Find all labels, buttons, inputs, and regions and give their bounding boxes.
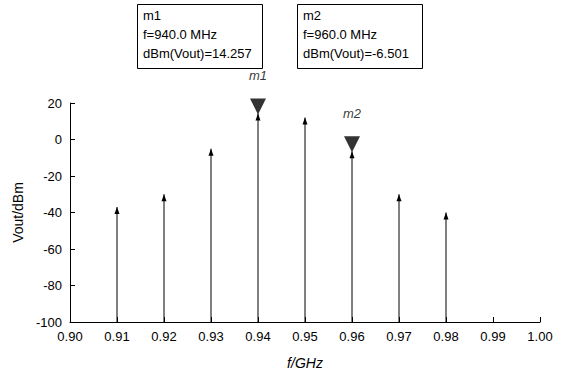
svg-text:0.93: 0.93	[198, 329, 223, 344]
svg-text:1.00: 1.00	[527, 329, 552, 344]
svg-text:-100: -100	[36, 315, 62, 330]
svg-text:0.97: 0.97	[386, 329, 411, 344]
svg-text:-40: -40	[43, 205, 62, 220]
svg-text:-20: -20	[43, 169, 62, 184]
svg-text:0.96: 0.96	[339, 329, 364, 344]
svg-text:0.92: 0.92	[151, 329, 176, 344]
svg-text:0.94: 0.94	[245, 329, 270, 344]
svg-text:0: 0	[55, 132, 62, 147]
svg-text:-60: -60	[43, 242, 62, 257]
svg-text:f=960.0 MHz: f=960.0 MHz	[303, 27, 377, 42]
svg-text:-80: -80	[43, 278, 62, 293]
svg-text:f/GHz: f/GHz	[287, 355, 323, 371]
svg-text:m1: m1	[249, 68, 267, 83]
svg-text:dBm(Vout)=-6.501: dBm(Vout)=-6.501	[303, 46, 409, 61]
svg-text:20: 20	[48, 96, 62, 111]
svg-text:m2: m2	[303, 8, 321, 23]
svg-text:0.91: 0.91	[104, 329, 129, 344]
svg-text:Vout/dBm: Vout/dBm	[10, 182, 26, 243]
svg-text:m1: m1	[143, 8, 161, 23]
svg-text:0.99: 0.99	[480, 329, 505, 344]
svg-text:dBm(Vout)=14.257: dBm(Vout)=14.257	[143, 46, 252, 61]
svg-text:m2: m2	[343, 106, 362, 121]
svg-text:f=940.0 MHz: f=940.0 MHz	[143, 27, 217, 42]
svg-text:0.98: 0.98	[433, 329, 458, 344]
svg-text:0.90: 0.90	[57, 329, 82, 344]
svg-text:0.95: 0.95	[292, 329, 317, 344]
